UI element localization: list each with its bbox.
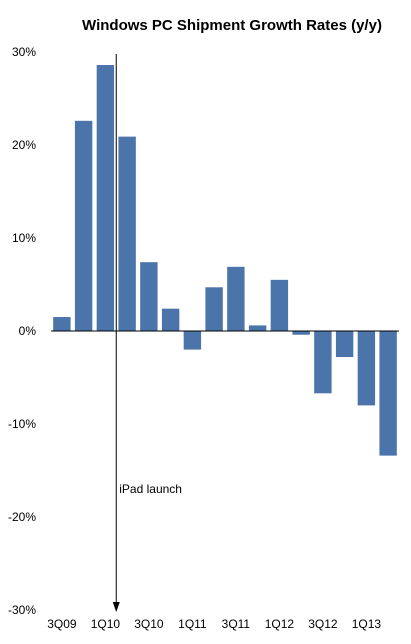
bar-2Q13 <box>379 331 397 456</box>
bar-2Q10 <box>118 136 136 331</box>
bar-3Q11 <box>227 266 245 331</box>
y-tick-label: -20% <box>8 510 36 524</box>
x-tick-label: 1Q13 <box>352 617 382 631</box>
x-tick-label: 1Q11 <box>178 617 207 631</box>
annotation-label: iPad launch <box>119 482 182 496</box>
x-tick-label: 1Q10 <box>91 617 121 631</box>
x-tick-label: 3Q12 <box>308 617 338 631</box>
y-tick-label: 30% <box>12 45 36 59</box>
y-tick-label: -10% <box>8 417 36 431</box>
x-tick-label: 3Q11 <box>222 617 251 631</box>
x-tick-label: 1Q12 <box>265 617 295 631</box>
bar-3Q12 <box>314 331 332 394</box>
bar-4Q11 <box>248 325 267 331</box>
y-tick-label: 10% <box>12 231 36 245</box>
bar-2Q12 <box>292 331 310 335</box>
y-axis: 30% 20% 10% 0% -10% -20% -30% <box>8 45 36 617</box>
bar-4Q12 <box>335 331 354 358</box>
bar-2Q11 <box>205 287 223 331</box>
bar-3Q10 <box>140 262 158 331</box>
bar-3Q09 <box>53 317 71 331</box>
chart-title: Windows PC Shipment Growth Rates (y/y) <box>82 17 382 34</box>
y-tick-label: -30% <box>8 603 36 617</box>
bar-1Q11 <box>183 331 202 350</box>
x-axis: 3Q09 1Q10 3Q10 1Q11 3Q11 1Q12 3Q12 1Q13 <box>47 617 381 631</box>
y-tick-label: 0% <box>19 324 37 338</box>
annotation: iPad launch <box>112 54 182 612</box>
bar-1Q12 <box>270 279 289 331</box>
annotation-arrowhead <box>112 602 120 612</box>
bar-4Q10 <box>161 308 180 331</box>
x-tick-label: 3Q10 <box>134 617 164 631</box>
bar-4Q09 <box>74 120 93 331</box>
x-tick-label: 3Q09 <box>47 617 77 631</box>
bars <box>53 65 397 456</box>
bar-1Q10 <box>96 65 115 332</box>
y-tick-label: 20% <box>12 138 36 152</box>
bar-1Q13 <box>357 331 376 406</box>
